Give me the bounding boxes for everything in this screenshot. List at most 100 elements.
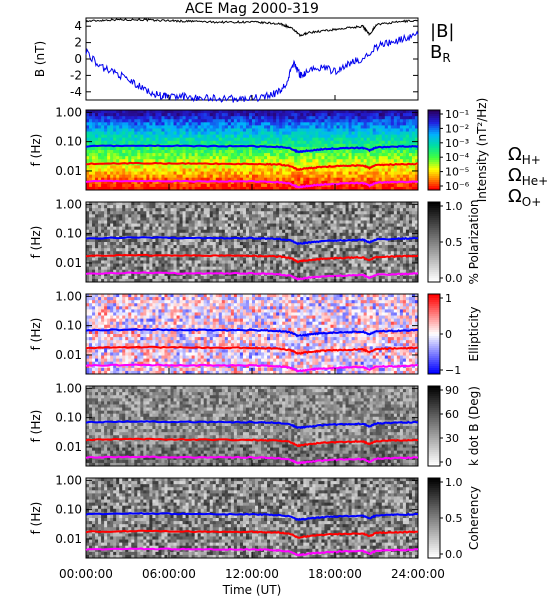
spectrogram-cell	[113, 177, 117, 182]
spectrogram-cell	[146, 134, 150, 139]
spectrogram-cell	[276, 156, 280, 160]
spectrogram-cell	[245, 202, 250, 206]
spectrogram-cell	[248, 263, 253, 268]
spectrogram-cell	[324, 150, 328, 154]
spectrogram-cell	[267, 263, 271, 268]
spectrogram-cell	[212, 226, 217, 231]
spectrogram-cell	[396, 119, 401, 123]
spectrogram-cell	[158, 140, 162, 145]
spectrogram-cell	[270, 122, 274, 126]
spectrogram-cell	[89, 153, 93, 157]
colorbar-swatch	[428, 182, 440, 185]
spectrogram-cell	[176, 223, 180, 228]
spectrogram-cell	[354, 143, 359, 148]
spectrogram-cell	[239, 229, 244, 234]
spectrogram-cell	[261, 220, 265, 224]
spectrogram-cell	[270, 186, 274, 191]
spectrogram-cell	[279, 128, 283, 132]
spectrogram-cell	[255, 143, 259, 148]
spectrogram-cell	[209, 232, 214, 237]
spectrogram-cell	[411, 168, 416, 172]
spectrogram-cell	[104, 245, 108, 249]
spectrogram-cell	[258, 238, 262, 243]
spectrogram-cell	[309, 116, 313, 120]
spectrogram-cell	[209, 217, 214, 221]
spectrogram-cell	[170, 202, 174, 206]
spectrogram-cell	[119, 183, 123, 188]
spectrogram-cell	[149, 110, 153, 114]
spectrogram-cell	[86, 177, 90, 182]
spectrogram-cell	[146, 110, 150, 114]
spectrogram-cell	[288, 177, 292, 182]
spectrogram-cell	[390, 156, 395, 160]
spectrogram-cell	[396, 146, 401, 151]
spectrogram-cell	[294, 223, 298, 228]
spectrogram-cell	[288, 248, 292, 252]
spectrogram-cell	[336, 131, 340, 136]
spectrogram-cell	[182, 202, 186, 206]
spectrogram-cell	[146, 226, 150, 231]
spectrogram-cell	[321, 137, 325, 142]
spectrogram-cell	[122, 263, 126, 268]
spectrogram-cell	[119, 202, 123, 206]
spectrogram-cell	[131, 266, 135, 271]
spectrogram-cell	[104, 220, 108, 224]
spectrogram-cell	[89, 113, 93, 117]
spectrogram-cell	[134, 226, 138, 231]
spectrogram-cell	[252, 177, 256, 182]
spectrogram-cell	[248, 150, 253, 154]
spectrogram-cell	[116, 226, 120, 231]
spectrogram-cell	[134, 177, 138, 182]
spectrogram-cell	[402, 119, 407, 123]
spectrogram-cell	[233, 177, 238, 182]
spectrogram-cell	[194, 122, 199, 126]
spectrogram-cell	[158, 226, 162, 231]
spectrogram-cell	[224, 242, 229, 246]
spectrogram-cell	[318, 248, 322, 252]
spectrogram-cell	[182, 140, 186, 145]
spectrogram-cell	[273, 150, 277, 154]
spectrogram-cell	[140, 159, 144, 163]
spectrogram-cell	[143, 238, 147, 243]
spectrogram-cell	[297, 122, 301, 126]
spectrogram-cell	[248, 245, 253, 249]
spectrogram-cell	[360, 171, 365, 176]
spectrogram-cell	[303, 214, 307, 218]
spectrogram-cell	[285, 275, 289, 280]
spectrogram-cell	[137, 275, 141, 280]
spectrogram-cell	[101, 260, 105, 264]
spectrogram-cell	[212, 275, 217, 280]
spectrogram-cell	[339, 137, 343, 142]
spectrogram-cell	[411, 122, 416, 126]
spectrogram-cell	[206, 113, 211, 117]
spectrogram-cell	[248, 238, 253, 243]
spectrogram-cell	[276, 165, 280, 169]
spectrogram-cell	[242, 205, 247, 209]
spectrogram-cell	[212, 137, 217, 142]
spectrogram-cell	[339, 171, 343, 176]
spectrogram-cell	[113, 165, 117, 169]
spectrogram-cell	[194, 226, 199, 231]
spectrogram-cell	[255, 205, 259, 209]
spectrogram-cell	[264, 134, 268, 139]
spectrogram-cell	[294, 186, 298, 191]
spectrogram-cell	[173, 202, 177, 206]
spectrogram-cell	[285, 272, 289, 277]
spectrogram-cell	[122, 153, 126, 157]
spectrogram-cell	[191, 211, 196, 215]
spectrogram-cell	[98, 119, 102, 123]
spectrogram-cell	[209, 278, 214, 283]
spectrogram-cell	[197, 131, 202, 136]
spectrogram-cell	[152, 122, 156, 126]
spectrogram-cell	[248, 226, 253, 231]
spectrogram-cell	[282, 211, 286, 215]
spectrogram-cell	[261, 153, 265, 157]
spectrogram-cell	[248, 269, 253, 274]
spectrogram-cell	[276, 248, 280, 252]
spectrogram-cell	[233, 257, 238, 261]
spectrogram-cell	[255, 177, 259, 182]
spectrogram-cell	[164, 266, 168, 271]
spectrogram-cell	[342, 156, 346, 160]
spectrogram-cell	[264, 125, 268, 129]
spectrogram-cell	[218, 217, 223, 221]
